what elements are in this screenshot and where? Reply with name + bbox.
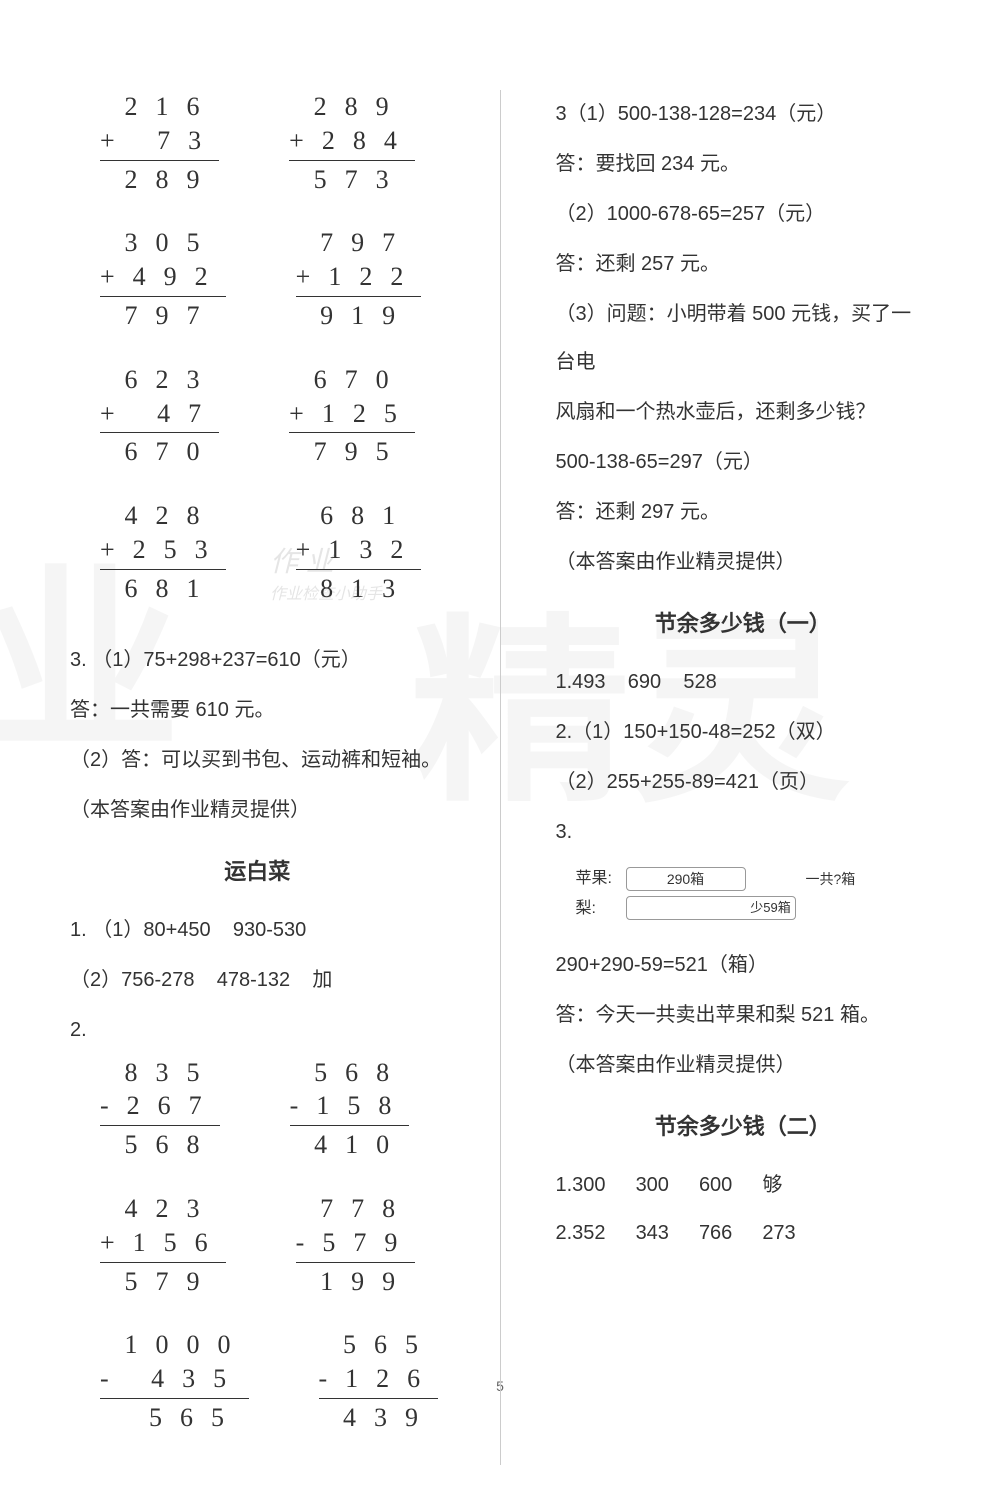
right-column: 3（1）500-138-128=234（元） 答：要找回 234 元。 （2）1… [556, 90, 931, 1465]
pear-less: 少59箱 [750, 898, 790, 919]
r-q3-line2: （2）1000-678-65=257（元） [556, 190, 931, 238]
vertical-problems-group-2: 835-267 568 568-158 410 423+156 579 778-… [70, 1056, 445, 1435]
r-q3-ans1: 答：要找回 234 元。 [556, 140, 931, 188]
r-q3-line3b: 风扇和一个热水壶后，还剩多少钱？ [556, 388, 931, 436]
q3-credit: （本答案由作业精灵提供） [70, 786, 445, 834]
answer-item: 766 [699, 1209, 732, 1257]
vertical-row: 623+ 47 670 670+125 795 [70, 363, 445, 469]
jy1-q2a: 2.（1）150+150-48=252（双） [556, 708, 931, 756]
r-q3-ans2: 答：还剩 257 元。 [556, 240, 931, 288]
answer-item: 2.352 [556, 1209, 606, 1257]
jy2-q2: 2.352 343 766 273 [556, 1209, 931, 1257]
q3-part2: （2）答：可以买到书包、运动裤和短袖。 [70, 736, 445, 784]
vertical-problem: 216+ 73 289 [100, 90, 219, 196]
vertical-problem: 289+284 573 [289, 90, 415, 196]
jy1-q1: 1.493 690 528 [556, 658, 931, 706]
jy1-calc: 290+290-59=521（箱） [556, 941, 931, 989]
vertical-problem: 778-579 199 [296, 1192, 416, 1298]
answer-item: 343 [636, 1209, 669, 1257]
left-column: 216+ 73 289 289+284 573 305+492 797 797+… [70, 90, 445, 1465]
r-q3-calc3: 500-138-65=297（元） [556, 438, 931, 486]
apple-label: 苹果: [576, 866, 626, 892]
vertical-problem: 623+ 47 670 [100, 363, 219, 469]
section-title-jy1: 节余多少钱（一） [556, 606, 931, 638]
jy2-q1: 1.300 300 600 够 [556, 1161, 931, 1209]
r-q3-line3a: （3）问题：小明带着 500 元钱，买了一台电 [556, 290, 931, 386]
vertical-problem: 670+125 795 [289, 363, 415, 469]
section-title-jy2: 节余多少钱（二） [556, 1109, 931, 1141]
vertical-row: 1000- 435 565 565-126 439 [70, 1328, 445, 1434]
s2-q1b: （2）756-278 478-132 加 [70, 956, 445, 1004]
r-q3-line1: 3（1）500-138-128=234（元） [556, 90, 931, 138]
vertical-row: 216+ 73 289 289+284 573 [70, 90, 445, 196]
answer-item: 够 [762, 1161, 782, 1209]
pear-bar: 少59箱 [626, 896, 796, 920]
answer-item: 600 [699, 1161, 732, 1209]
total-text: 一共?箱 [806, 868, 856, 890]
vertical-problem: 428+253 681 [100, 499, 226, 605]
vertical-problem: 797+122 919 [296, 226, 422, 332]
vertical-row: 835-267 568 568-158 410 [70, 1056, 445, 1162]
vertical-problem: 305+492 797 [100, 226, 226, 332]
pear-label: 梨: [576, 896, 626, 922]
jy1-q2b: （2）255+255-89=421（页） [556, 758, 931, 806]
vertical-row: 423+156 579 778-579 199 [70, 1192, 445, 1298]
bar-diagram: 苹果: 290箱 一共?箱 梨: 少59箱 [556, 866, 931, 921]
answer-item: 300 [636, 1161, 669, 1209]
column-divider [500, 90, 501, 1465]
jy1-credit: （本答案由作业精灵提供） [556, 1041, 931, 1089]
vertical-problem: 565-126 439 [319, 1328, 439, 1434]
vertical-row: 428+253 681 681+132 813 [70, 499, 445, 605]
r-q3-ans3: 答：还剩 297 元。 [556, 488, 931, 536]
section-title-yubaicai: 运白菜 [70, 854, 445, 886]
answer-item: 273 [762, 1209, 795, 1257]
vertical-problem: 423+156 579 [100, 1192, 226, 1298]
vertical-problem: 681+132 813 [296, 499, 422, 605]
vertical-problem: 1000- 435 565 [100, 1328, 249, 1434]
q3-part1: 3. （1）75+298+237=610（元） [70, 636, 445, 684]
s2-q2label: 2. [70, 1006, 445, 1054]
vertical-row: 305+492 797 797+122 919 [70, 226, 445, 332]
apple-bar: 290箱 [626, 867, 746, 891]
vertical-problem: 835-267 568 [100, 1056, 220, 1162]
r-q3-credit: （本答案由作业精灵提供） [556, 538, 931, 586]
answer-item: 1.300 [556, 1161, 606, 1209]
vertical-problems-group: 216+ 73 289 289+284 573 305+492 797 797+… [70, 90, 445, 606]
q3-answer1: 答：一共需要 610 元。 [70, 686, 445, 734]
jy1-q3label: 3. [556, 808, 931, 856]
s2-q1a: 1. （1）80+450 930-530 [70, 906, 445, 954]
vertical-problem: 568-158 410 [290, 1056, 410, 1162]
jy1-ans: 答：今天一共卖出苹果和梨 521 箱。 [556, 991, 931, 1039]
